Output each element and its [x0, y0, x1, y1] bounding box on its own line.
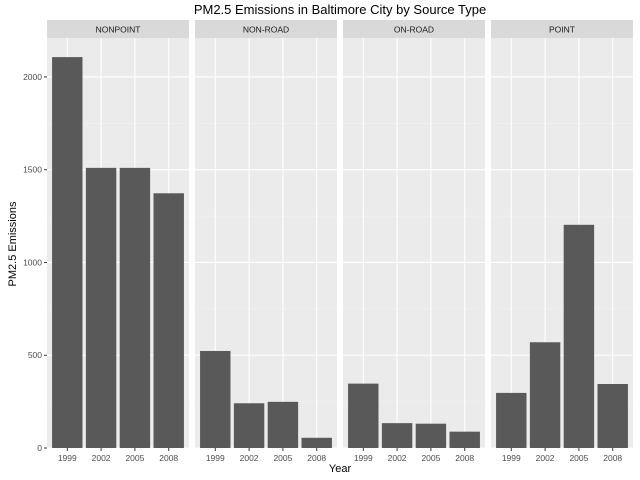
facet-panel-on-road: ON-ROAD 1999 2002 2005 2008: [343, 20, 485, 463]
facet-strip: [195, 20, 337, 38]
x-tick-label: 1999: [354, 453, 373, 463]
x-tick-label: 2008: [159, 453, 178, 463]
bar: [348, 383, 379, 448]
panel-background: [343, 38, 485, 448]
x-tick-label: 2008: [603, 453, 622, 463]
facet-strip: [47, 20, 189, 38]
x-tick-label: 1999: [58, 453, 77, 463]
y-axis-title: PM2.5 Emissions: [7, 201, 19, 286]
facet-strip: [343, 20, 485, 38]
facet-strip-label: POINT: [549, 25, 575, 35]
facet-strip-label: NONPOINT: [96, 25, 141, 35]
bar: [119, 167, 151, 448]
x-tick-label: 2002: [240, 453, 259, 463]
bar: [415, 423, 447, 448]
facet-strip-label: ON-ROAD: [394, 25, 434, 35]
x-tick-label: 1999: [502, 453, 521, 463]
bar: [301, 437, 332, 448]
x-tick-label: 2005: [421, 453, 440, 463]
x-tick-label: 2002: [388, 453, 407, 463]
facet-strip-label: NON-ROAD: [243, 25, 289, 35]
x-axis-title: Year: [329, 463, 352, 475]
bar: [597, 383, 628, 448]
bar: [200, 350, 231, 448]
panel-background: [491, 38, 633, 448]
bar: [496, 392, 527, 448]
y-tick-label: 1500: [23, 165, 42, 175]
x-tick-label: 2002: [536, 453, 555, 463]
x-tick-label: 2005: [569, 453, 588, 463]
x-tick-label: 2008: [307, 453, 326, 463]
bar: [563, 224, 595, 448]
bar: [153, 193, 184, 448]
y-tick-label: 0: [37, 443, 42, 453]
bar: [267, 401, 299, 448]
bar: [52, 57, 83, 449]
bar: [381, 423, 413, 448]
y-tick-label: 500: [28, 350, 42, 360]
x-tick-label: 2008: [455, 453, 474, 463]
facet-panel-non-road: NON-ROAD 1999 2002 2005 2008: [195, 20, 337, 463]
panels-group: 0 500 1000 1500 2000 NONPOINT 1999 2002 2005 2008…: [23, 20, 633, 463]
y-tick-label: 2000: [23, 72, 42, 82]
x-tick-label: 1999: [206, 453, 225, 463]
bar: [85, 167, 117, 448]
bar: [449, 431, 480, 448]
facet-strip: [491, 20, 633, 38]
bar: [233, 403, 265, 448]
facet-panel-nonpoint: NONPOINT 1999 2002 2005 2008: [47, 20, 189, 463]
x-tick-label: 2002: [92, 453, 111, 463]
facet-panel-point: POINT 1999 2002 2005 2008: [491, 20, 633, 463]
x-tick-label: 2005: [125, 453, 144, 463]
y-tick-label: 1000: [23, 257, 42, 267]
chart-title: PM2.5 Emissions in Baltimore City by Sou…: [194, 2, 486, 17]
x-tick-label: 2005: [273, 453, 292, 463]
bar: [529, 342, 561, 448]
